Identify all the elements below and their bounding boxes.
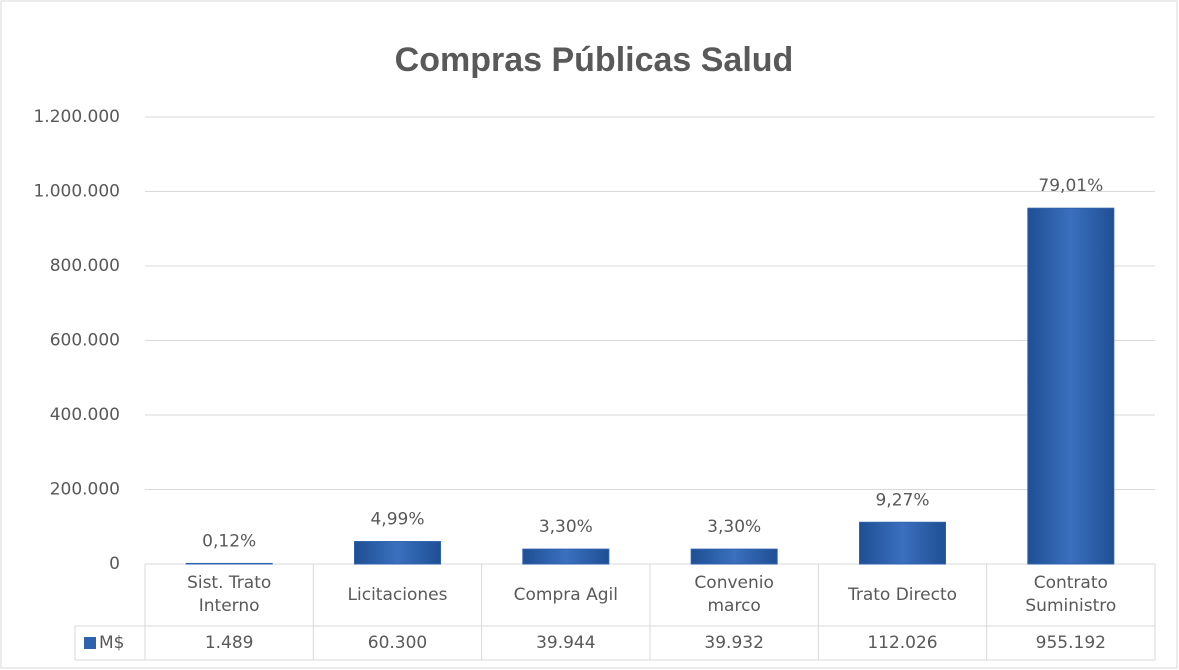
x-tick-label: Contrato Suministro <box>1025 573 1117 616</box>
x-tick-label: Convenio marco <box>694 573 774 616</box>
table-value-box: 955.192 <box>1035 632 1106 653</box>
bar <box>354 541 441 565</box>
table-value-box: 39.944 <box>536 632 596 653</box>
bar <box>522 548 610 565</box>
y-tick-label: 0 <box>109 554 120 574</box>
table-value-box: 39.932 <box>704 632 764 653</box>
x-tick-label: Licitaciones <box>347 584 448 605</box>
table-value: 112.026 <box>867 632 938 653</box>
table-value: 955.192 <box>1035 632 1106 653</box>
table-value-box: 1.489 <box>204 632 254 653</box>
y-tick-label: 400.000 <box>50 405 120 425</box>
x-tick-label-box: Compra Agil <box>513 584 618 605</box>
x-tick-label-box: Contrato Suministro <box>1025 573 1117 616</box>
table-value: 60.300 <box>367 632 428 653</box>
y-tick-label: 1.200.000 <box>33 107 120 127</box>
data-label: 3,30% <box>707 517 761 537</box>
legend-swatch <box>84 637 96 649</box>
table-value: 39.932 <box>704 632 764 653</box>
x-tick-label: Sist. Trato Interno <box>187 573 272 616</box>
y-tick-label: 200.000 <box>50 480 120 500</box>
bar <box>859 521 946 565</box>
table-value-box: 60.300 <box>367 632 428 653</box>
legend-label: M$ <box>99 633 124 653</box>
table-value: 1.489 <box>204 632 254 653</box>
chart-title: Compras Públicas Salud <box>395 41 794 79</box>
data-label: 9,27% <box>875 490 929 510</box>
x-tick-label-box: Trato Directo <box>847 584 958 605</box>
data-label: 4,99% <box>370 510 424 530</box>
bar <box>1027 207 1115 565</box>
x-tick-label: Trato Directo <box>847 584 958 605</box>
x-tick-label: Compra Agil <box>513 584 618 605</box>
x-tick-label-box: Licitaciones <box>347 584 448 605</box>
data-label: 0,12% <box>202 531 256 551</box>
y-tick-label: 800.000 <box>50 256 120 276</box>
data-label: 79,01% <box>1038 176 1103 196</box>
x-tick-label-box: Convenio marco <box>694 573 774 616</box>
bar <box>185 562 273 565</box>
y-tick-label: 600.000 <box>50 331 120 351</box>
y-tick-label: 1.000.000 <box>33 182 120 202</box>
data-label: 3,30% <box>539 517 593 537</box>
table-value-box: 112.026 <box>867 632 938 653</box>
table-value: 39.944 <box>536 632 596 653</box>
bar <box>690 548 778 565</box>
x-tick-label-box: Sist. Trato Interno <box>187 573 272 616</box>
